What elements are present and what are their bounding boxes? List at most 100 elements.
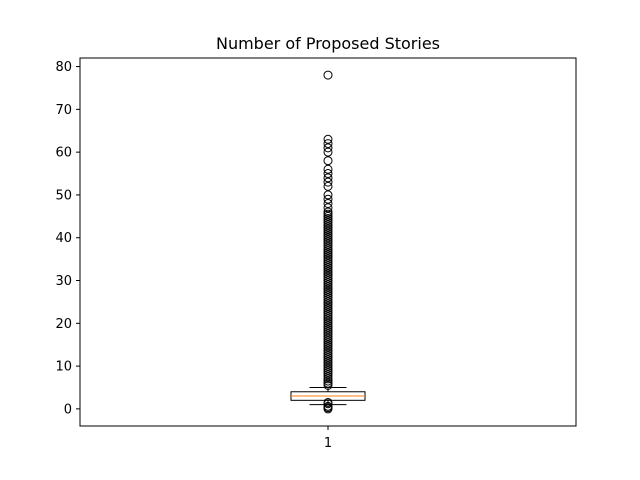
y-tick-label: 10 [55,360,72,375]
outlier-point [323,353,333,363]
y-tick-label: 0 [64,402,72,417]
outlier-point [323,181,333,191]
outlier-point [323,280,333,290]
outlier-point [323,361,333,371]
outlier-point [323,297,333,307]
outlier-point [323,333,333,343]
outlier-point [323,314,333,324]
outlier-point [323,303,333,313]
outlier-point [323,355,333,365]
outlier-point [323,194,333,204]
outlier-point [323,143,333,153]
outlier-point [323,173,333,183]
outlier-point [323,308,333,318]
y-tick-label: 40 [55,231,72,246]
outlier-point [323,284,333,294]
outlier-point [323,325,333,335]
outlier-point [323,250,333,260]
outlier-point [323,357,333,367]
outlier-point [323,220,333,230]
outlier-point [323,239,333,249]
outlier-point [323,295,333,305]
outlier-point [323,271,333,281]
y-axis: 0 10 20 30 40 50 60 70 80 [55,60,80,417]
outlier-point [323,288,333,298]
x-tick-label: 1 [324,436,332,451]
outlier-point [323,235,333,245]
outlier-point [323,226,333,236]
outlier-point [323,340,333,350]
outlier-point [323,216,333,226]
outlier-point [323,376,333,386]
outlier-point [323,273,333,283]
outlier-point [323,323,333,333]
plot-area [290,70,366,414]
outlier-point [323,335,333,345]
outlier-point [323,346,333,356]
outlier-point [323,233,333,243]
outlier-point [323,365,333,375]
outlier-point [323,164,333,174]
y-tick-label: 50 [55,188,72,203]
y-tick-label: 20 [55,317,72,332]
outlier-point [323,329,333,339]
outlier-point [323,213,333,223]
chart-title: Number of Proposed Stories [216,34,440,53]
outlier-point [323,305,333,315]
outlier-point [323,363,333,373]
outlier-point [323,310,333,320]
outlier-point [323,211,333,221]
outlier-point [323,368,333,378]
outlier-point [323,338,333,348]
y-tick-label: 70 [55,103,72,118]
outlier-point [323,401,333,411]
outlier-point [323,267,333,277]
outlier-point [323,177,333,187]
outlier-point [323,198,333,208]
outlier-point [323,254,333,264]
outlier-point [323,237,333,247]
outlier-point [323,203,333,213]
outlier-point [323,269,333,279]
outlier-point [323,286,333,296]
outlier-point [323,241,333,251]
outlier-point [323,228,333,238]
outlier-point [323,370,333,380]
outlier-point [323,342,333,352]
outlier-point [323,299,333,309]
outlier-point [323,207,333,217]
outlier-point [323,359,333,369]
outlier-point [323,134,333,144]
y-tick-label: 60 [55,146,72,161]
outlier-point [323,320,333,330]
outlier-point [323,252,333,262]
x-axis: 1 [324,426,332,451]
outlier-point [323,265,333,275]
outlier-point [323,139,333,149]
outlier-point [323,256,333,266]
outlier-point [323,169,333,179]
outlier-point [323,312,333,322]
outlier-point [323,218,333,228]
outlier-point [323,344,333,354]
y-tick-label: 80 [55,60,72,75]
y-tick-label: 30 [55,274,72,289]
outlier-point [323,348,333,358]
outlier-point [323,209,333,219]
outlier-point [323,331,333,341]
outlier-point [323,372,333,382]
outlier-point [323,190,333,200]
outlier-point [323,222,333,232]
outlier-point [323,263,333,273]
outlier-point [323,243,333,253]
outlier-point [323,293,333,303]
outlier-point [323,224,333,234]
outlier-point [323,378,333,388]
outlier-point [323,156,333,166]
outlier-point [323,282,333,292]
outlier-point [323,301,333,311]
outlier-point [323,290,333,300]
outlier-point [323,276,333,286]
outlier-point [323,261,333,271]
